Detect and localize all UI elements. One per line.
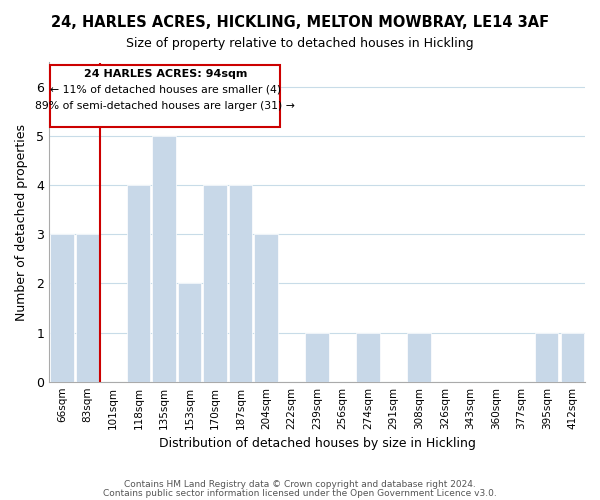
Text: 89% of semi-detached houses are larger (31) →: 89% of semi-detached houses are larger (… (35, 101, 295, 111)
Text: Size of property relative to detached houses in Hickling: Size of property relative to detached ho… (126, 38, 474, 51)
Bar (407, 332, 431, 382)
Bar (305, 332, 329, 382)
Bar (127, 186, 150, 382)
Y-axis label: Number of detached properties: Number of detached properties (15, 124, 28, 320)
Text: ← 11% of detached houses are smaller (4): ← 11% of detached houses are smaller (4) (50, 84, 281, 94)
Bar (356, 332, 380, 382)
Bar (178, 284, 201, 382)
Bar (76, 234, 99, 382)
FancyBboxPatch shape (50, 65, 280, 128)
Bar (50, 234, 74, 382)
Bar (203, 186, 227, 382)
Bar (229, 186, 252, 382)
Text: 24 HARLES ACRES: 94sqm: 24 HARLES ACRES: 94sqm (83, 69, 247, 79)
Text: Contains HM Land Registry data © Crown copyright and database right 2024.: Contains HM Land Registry data © Crown c… (124, 480, 476, 489)
Bar (152, 136, 176, 382)
Bar (254, 234, 278, 382)
Bar (560, 332, 584, 382)
Bar (535, 332, 559, 382)
Text: 24, HARLES ACRES, HICKLING, MELTON MOWBRAY, LE14 3AF: 24, HARLES ACRES, HICKLING, MELTON MOWBR… (51, 15, 549, 30)
Text: Contains public sector information licensed under the Open Government Licence v3: Contains public sector information licen… (103, 490, 497, 498)
X-axis label: Distribution of detached houses by size in Hickling: Distribution of detached houses by size … (158, 437, 476, 450)
